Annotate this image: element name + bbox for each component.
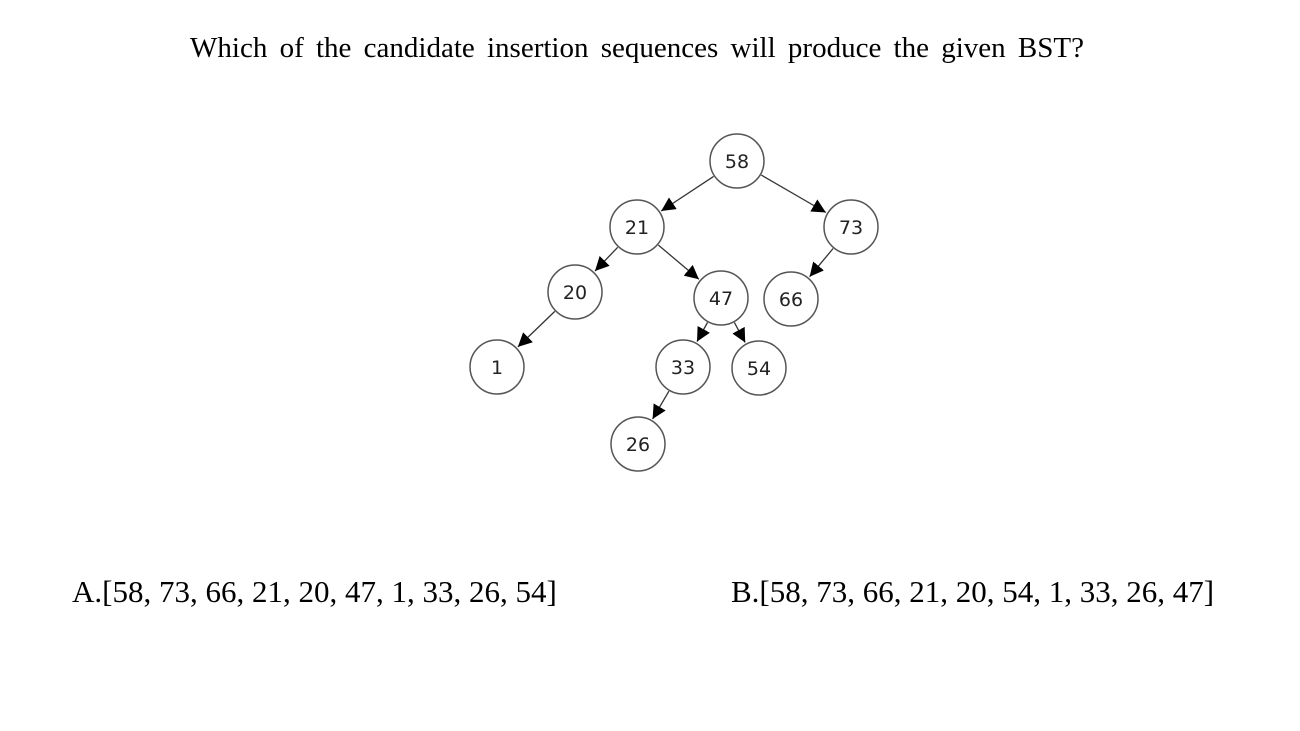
node-label: 58: [725, 151, 749, 173]
node-circle: [709, 133, 765, 189]
node-circle: [693, 270, 749, 326]
node-label: 21: [625, 217, 649, 239]
edge-20-1: [517, 310, 556, 348]
node-circle: [547, 264, 603, 320]
edge-58-21: [660, 175, 714, 212]
node-circle: [609, 199, 665, 255]
tree-node-21: 21: [609, 199, 665, 255]
node-circle: [823, 199, 879, 255]
edges-group: [517, 174, 834, 420]
tree-node-73: 73: [823, 199, 879, 255]
tree-node-26: 26: [610, 416, 666, 472]
tree-node-33: 33: [655, 339, 711, 395]
question-text: Which of the candidate insertion sequenc…: [190, 32, 1084, 64]
edge-47-33: [696, 322, 710, 342]
edge-47-54: [732, 322, 746, 343]
node-circle: [610, 416, 666, 472]
node-label: 66: [779, 289, 803, 311]
node-circle: [731, 340, 787, 396]
option-b[interactable]: B.[58, 73, 66, 21, 20, 54, 1, 33, 26, 47…: [731, 574, 1215, 609]
node-label: 73: [839, 217, 863, 239]
node-label: 47: [709, 288, 733, 310]
node-label: 54: [747, 358, 771, 380]
edge-33-26: [652, 390, 670, 420]
node-label: 20: [563, 282, 587, 304]
tree-node-54: 54: [731, 340, 787, 396]
node-label: 33: [671, 357, 695, 379]
tree-node-66: 66: [763, 271, 819, 327]
node-label: 1: [491, 357, 503, 379]
edge-58-73: [760, 174, 827, 214]
node-circle: [655, 339, 711, 395]
nodes-group: 58 21 73 20 47 66 1 33 54 26: [469, 133, 879, 472]
node-circle: [469, 339, 525, 395]
node-circle: [763, 271, 819, 327]
tree-node-1: 1: [469, 339, 525, 395]
node-label: 26: [626, 434, 650, 456]
tree-node-20: 20: [547, 264, 603, 320]
option-a[interactable]: A.[58, 73, 66, 21, 20, 47, 1, 33, 26, 54…: [72, 574, 557, 609]
edge-21-47: [657, 244, 700, 280]
tree-node-58: 58: [709, 133, 765, 189]
tree-node-47: 47: [693, 270, 749, 326]
edge-73-66: [809, 248, 834, 278]
edge-21-20: [594, 246, 619, 272]
